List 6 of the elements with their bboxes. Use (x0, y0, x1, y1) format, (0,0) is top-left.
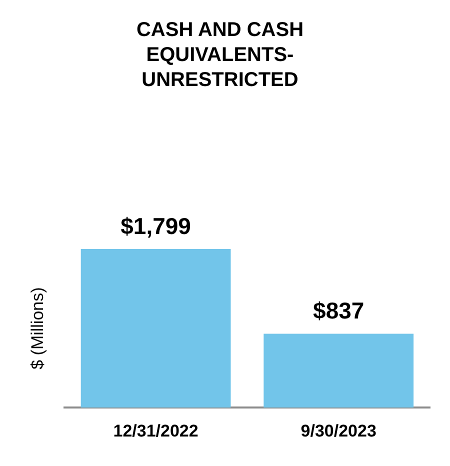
x-tick-label: 9/30/2023 (300, 421, 376, 440)
chart-title: CASH AND CASH EQUIVALENTS-UNRESTRICTED (135, 18, 305, 93)
y-axis-title: $ (Millions) (28, 287, 47, 370)
data-label: $1,799 (120, 212, 191, 239)
x-tick-label: 12/31/2022 (113, 421, 198, 440)
data-label: $837 (313, 298, 364, 324)
